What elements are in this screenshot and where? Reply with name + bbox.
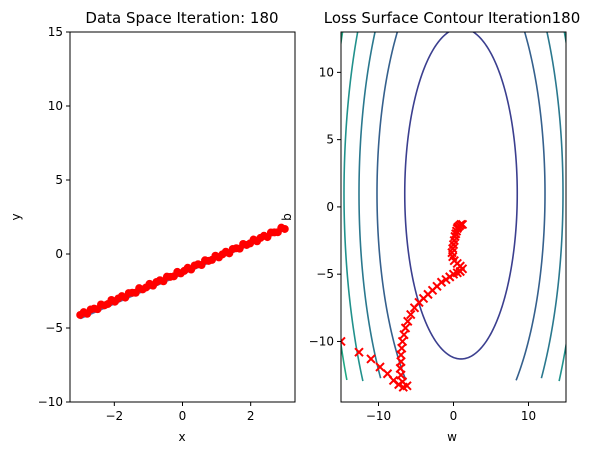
data-space-ytick-label: 5 (55, 173, 63, 187)
data-space-ytick-label: 10 (48, 99, 63, 113)
trajectory-marker (366, 354, 376, 364)
trajectory-marker (375, 362, 385, 372)
trajectory-marker (400, 323, 411, 333)
loss-contour-xlabel: w (447, 430, 457, 444)
trajectory-marker (354, 347, 364, 357)
data-space-marks (76, 223, 289, 320)
loss-contour-xtick-label: 0 (450, 409, 458, 423)
loss-contour-axes-frame (340, 31, 567, 403)
loss-contour-panel: Loss Surface Contour Iteration180 −10 0 10… (280, 0, 603, 444)
trajectory-marker (397, 377, 408, 387)
data-space-title: Data Space Iteration: 180 (85, 9, 278, 27)
loss-contour-plot-area: −10 0 10 −10 −5 0 5 10 (309, 0, 603, 423)
trajectory-marker (456, 219, 466, 230)
data-space-xlabel: x (178, 430, 185, 444)
data-space-xtick-label: −2 (105, 409, 123, 423)
contour-line (343, 32, 566, 382)
data-space-ytick-label: 0 (55, 247, 63, 261)
data-space-ytick-label: −10 (38, 395, 63, 409)
loss-contour-ylabel: b (280, 213, 294, 221)
data-space-ytick-label: 15 (48, 25, 63, 39)
trajectory-marker (397, 336, 408, 347)
loss-contour-ytick-label: 0 (326, 200, 334, 214)
data-space-plot-area: −2 0 2 −10 −5 0 5 10 15 (38, 25, 296, 423)
data-space-axes-frame (69, 31, 296, 403)
trajectory-marker (451, 229, 461, 239)
trajectory-marker (341, 336, 346, 347)
trajectory-marker (436, 277, 447, 287)
trajectory-marker (406, 309, 416, 320)
loss-contour-ytick-label: −10 (309, 334, 334, 348)
data-space-xtick-label: 0 (179, 409, 187, 423)
trajectory-marker (450, 231, 460, 242)
contour-line (358, 32, 564, 379)
data-point (280, 224, 289, 233)
trajectory-marker (403, 316, 413, 326)
loss-contour-xtick-label: −10 (366, 409, 391, 423)
trajectory-marker (399, 330, 409, 340)
data-space-ylabel: y (9, 213, 23, 220)
loss-contour-ytick-label: 5 (326, 133, 334, 147)
data-space-ytick-label: −5 (45, 321, 63, 335)
loss-contour-ytick-label: 10 (319, 65, 334, 79)
loss-contour-ytick-label: −5 (316, 267, 334, 281)
data-space-xtick-label: 2 (247, 409, 255, 423)
loss-contour-title: Loss Surface Contour Iteration180 (324, 9, 581, 27)
loss-contour-xtick-label: 10 (521, 409, 536, 423)
contour-marks (318, 0, 603, 392)
data-space-panel: Data Space Iteration: 180 −2 0 2 −10 −5 0 5 10 1… (9, 9, 296, 444)
contour-line (318, 0, 603, 379)
contour-line (403, 32, 519, 360)
contour-line (376, 32, 546, 381)
trajectory-marker (457, 219, 468, 230)
